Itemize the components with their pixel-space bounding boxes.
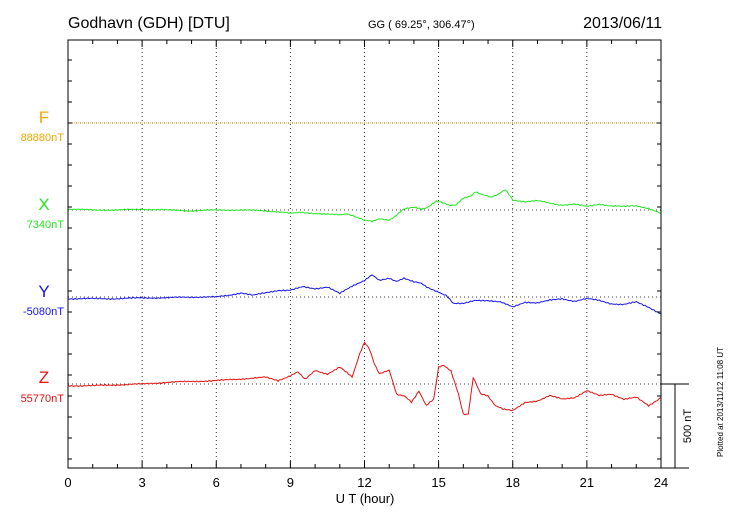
x-tick-label: 12 [357,475,371,490]
series-name-x: X [38,195,49,214]
series-line-z [67,341,662,416]
station-title: Godhavn (GDH) [DTU] [68,15,230,32]
series-layer [67,122,662,416]
series-baseline-label-y: -5080nT [23,306,64,318]
series-baseline-label-x: 7340nT [27,219,65,231]
axis-layer: 0 3 6 9 12 15 18 21 24 [64,40,668,490]
plotted-timestamp: Plotted at 2013/11/12 11:08 UT [716,347,725,457]
x-axis-label: U T (hour) [336,491,395,506]
x-tick-label: 15 [431,475,445,490]
scale-bar: 500 nT [661,383,694,469]
scale-bar-label: 500 nT [682,409,694,444]
grid-lines [68,40,661,468]
x-tick-label: 24 [654,475,668,490]
x-tick-label: 21 [580,475,594,490]
x-tick-label: 9 [287,475,294,490]
x-tick-label: 18 [506,475,520,490]
series-line-y [68,274,662,315]
x-tick-label: 0 [64,475,71,490]
x-tick-label: 3 [139,475,146,490]
x-tick-label: 6 [213,475,220,490]
series-labels: F 88880nT X 7340nT Y -5080nT Z 55770nT [21,108,65,405]
series-baseline-label-z: 55770nT [21,393,65,405]
plot-date: 2013/06/11 [583,15,662,32]
geographic-coordinates: GG ( 69.25°, 306.47°) [368,19,475,31]
series-name-f: F [39,108,49,127]
series-name-y: Y [38,282,49,301]
series-name-z: Z [39,368,49,387]
series-baseline-label-f: 88880nT [21,132,65,144]
series-line-x [67,189,662,223]
